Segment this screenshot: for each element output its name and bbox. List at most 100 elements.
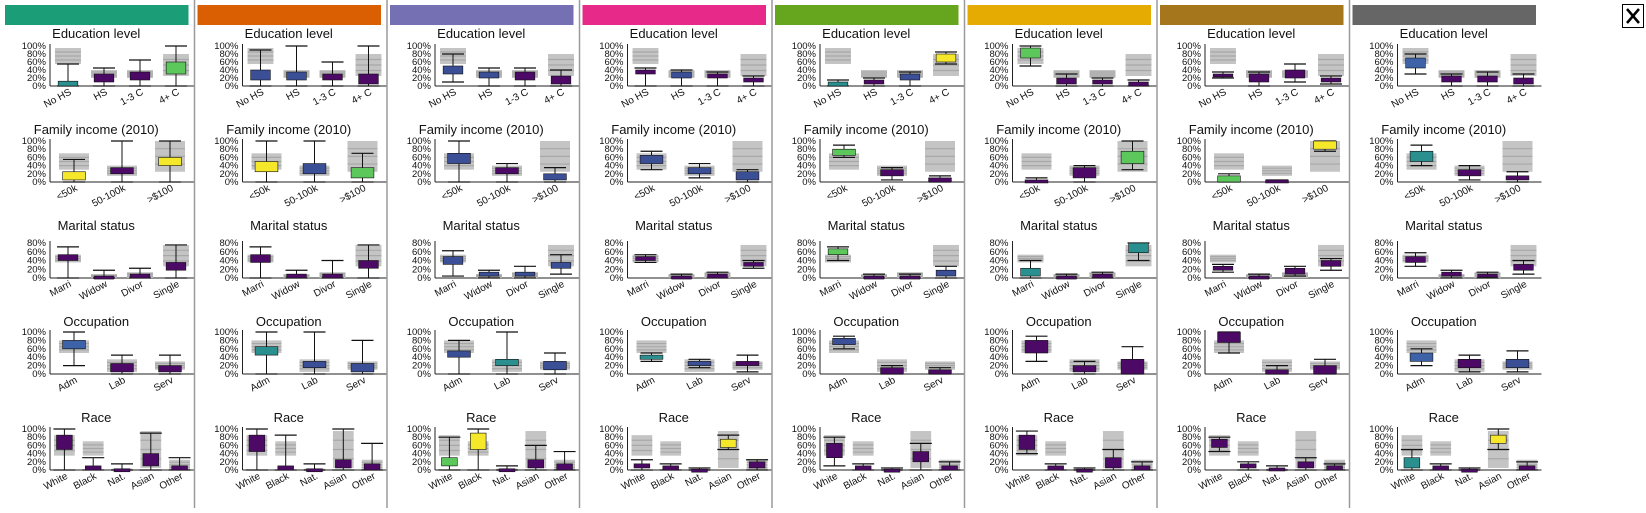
cluster-box	[447, 350, 471, 358]
category-label: Adm	[826, 375, 849, 394]
facet-title: Race	[1236, 410, 1266, 425]
cluster-box	[855, 465, 872, 471]
y-tick-label: 60%	[1182, 344, 1202, 355]
y-tick-label: 40%	[412, 449, 432, 460]
y-tick-label: 40%	[797, 352, 817, 363]
y-tick-label: 40%	[989, 256, 1009, 267]
category-label: Lab	[1070, 375, 1090, 393]
y-tick-label: 40%	[412, 256, 432, 267]
y-tick-label: 20%	[27, 361, 47, 372]
cluster-box	[1313, 140, 1337, 150]
cluster-box	[687, 167, 712, 175]
category-label: Asian	[1284, 471, 1311, 492]
y-tick-label: 0%	[225, 465, 239, 476]
cluster-box	[556, 463, 573, 471]
cluster-box	[1020, 47, 1041, 59]
y-tick-label: 20%	[219, 457, 239, 468]
y-tick-label: 0%	[1380, 273, 1394, 284]
y-tick-label: 40%	[797, 449, 817, 460]
category-label: 50-100k	[1438, 182, 1476, 209]
cluster-box	[113, 468, 131, 473]
y-tick-label: 100%	[984, 327, 1009, 338]
category-label: Adm	[1019, 375, 1042, 394]
y-tick-label: 20%	[604, 264, 624, 275]
y-tick-label: 60%	[989, 152, 1009, 163]
cluster-box	[286, 273, 307, 279]
cluster-box	[1518, 465, 1536, 471]
y-tick-label: 20%	[797, 264, 817, 275]
category-label: HS	[669, 87, 687, 103]
cluster-box	[250, 254, 271, 263]
category-label: 50-100k	[668, 182, 706, 209]
cluster-box	[1405, 256, 1426, 263]
cluster-box	[1211, 438, 1228, 448]
y-tick-label: 60%	[27, 57, 47, 68]
cluster-box	[1477, 273, 1498, 278]
y-tick-label: 40%	[412, 65, 432, 76]
cluster-box	[735, 171, 760, 181]
y-tick-label: 100%	[214, 424, 239, 435]
y-tick-label: 80%	[1182, 238, 1202, 249]
cluster-box	[1217, 175, 1241, 183]
y-tick-label: 80%	[412, 238, 432, 249]
category-label: Nat.	[684, 471, 705, 489]
category-label: HS	[1247, 87, 1265, 103]
cluster-color-bar	[5, 5, 189, 25]
cluster-box	[1268, 467, 1286, 472]
y-tick-label: 40%	[219, 352, 239, 363]
y-tick-label: 80%	[412, 144, 432, 155]
category-label: HS	[92, 87, 110, 103]
y-tick-label: 40%	[412, 161, 432, 172]
y-tick-label: 40%	[219, 449, 239, 460]
y-tick-label: 40%	[412, 352, 432, 363]
y-tick-label: 80%	[27, 49, 47, 60]
category-label: Asian	[129, 471, 156, 492]
category-label: Lab	[878, 375, 898, 393]
facet-title: Education level	[1015, 26, 1103, 41]
category-label: Single	[922, 279, 952, 302]
category-label: 50-100k	[475, 182, 513, 209]
cluster-box	[478, 71, 500, 79]
category-label: Nat.	[1261, 471, 1282, 489]
category-label: Divor	[1082, 279, 1108, 300]
cluster-box	[883, 468, 901, 473]
y-tick-label: 100%	[407, 424, 432, 435]
category-label: Other	[735, 471, 763, 493]
category-label: Adm	[1211, 375, 1234, 394]
cluster-box	[277, 465, 294, 471]
cluster-color-bar	[775, 5, 959, 25]
cluster-box	[1457, 169, 1482, 177]
category-label: >$100	[1493, 183, 1523, 206]
category-label: Adm	[634, 375, 657, 394]
category-label: Single	[344, 279, 374, 302]
category-label: 4+ C	[157, 87, 181, 107]
category-label: Other	[543, 471, 571, 493]
category-label: 50-100k	[1245, 182, 1283, 209]
close-button[interactable]	[1622, 4, 1644, 28]
cluster-box	[495, 167, 519, 175]
y-tick-label: 0%	[610, 81, 624, 92]
facet-title: Marital status	[1213, 218, 1291, 233]
category-label: Serv	[1115, 375, 1138, 394]
y-tick-label: 80%	[797, 432, 817, 443]
y-tick-label: 40%	[27, 65, 47, 76]
y-tick-label: 60%	[989, 247, 1009, 258]
y-tick-label: 60%	[1374, 344, 1394, 355]
y-tick-label: 60%	[27, 344, 47, 355]
category-label: >$100	[530, 183, 560, 206]
category-label: <50k	[825, 182, 850, 202]
category-label: Divor	[1275, 279, 1301, 300]
y-tick-label: 100%	[1369, 136, 1394, 147]
y-tick-label: 40%	[989, 449, 1009, 460]
y-tick-label: 0%	[417, 273, 431, 284]
y-tick-label: 40%	[27, 161, 47, 172]
category-label: White	[42, 471, 70, 493]
cluster-box	[826, 443, 843, 459]
y-tick-label: 0%	[995, 81, 1009, 92]
cluster-box	[543, 361, 567, 371]
facet-title: Family income (2010)	[226, 122, 351, 137]
y-tick-label: 0%	[32, 177, 46, 188]
cluster-box	[1403, 457, 1421, 469]
category-label: >$100	[723, 183, 753, 206]
category-label: 4+ C	[927, 87, 951, 107]
